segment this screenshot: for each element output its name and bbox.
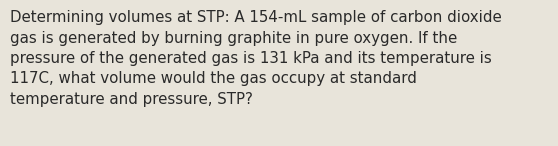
Text: Determining volumes at STP: A 154-mL sample of carbon dioxide
gas is generated b: Determining volumes at STP: A 154-mL sam… <box>10 10 502 107</box>
